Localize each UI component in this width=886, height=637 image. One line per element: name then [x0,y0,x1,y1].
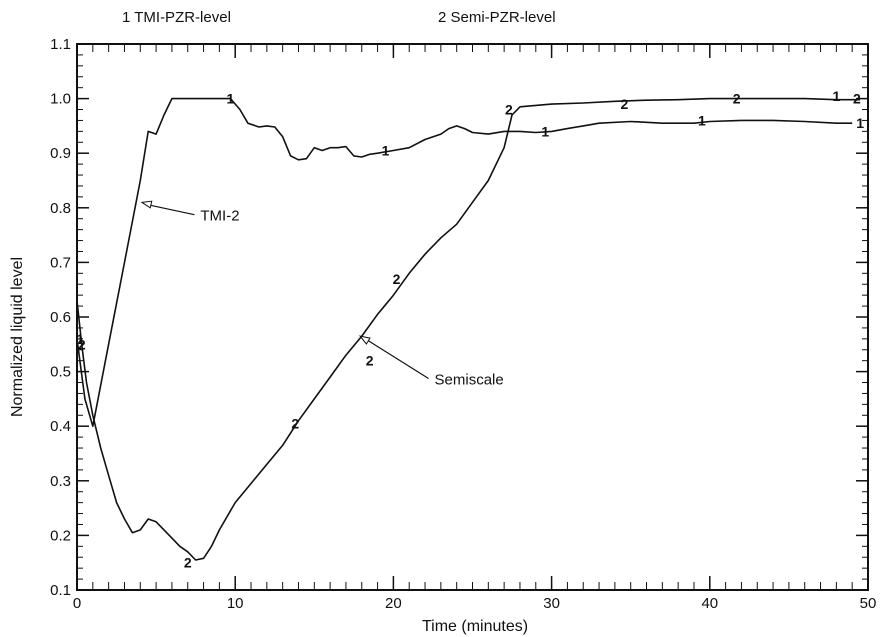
series-marker-2: 2 [291,415,299,431]
annotation-leader [363,337,429,380]
series-marker-1: 1 [541,123,549,139]
series-marker-1: 1 [227,91,235,107]
y-axis-title: Normalized liquid level [9,257,26,417]
legend-entry-tmi-pzr-level: 1 TMI-PZR-level [122,9,231,26]
series-marker-2: 2 [393,271,401,287]
y-tick-label: 1.1 [50,36,71,53]
y-tick-label: 0.7 [50,254,71,271]
x-tick-label: 50 [860,595,877,612]
y-tick-label: 0.5 [50,364,71,381]
annotation-leader [145,203,195,216]
annotations: TMI-2 Semiscale [140,200,504,389]
y-tick-label: 0.1 [50,582,71,599]
annotation-arrowhead [358,335,371,345]
series-marker-2: 2 [620,96,628,112]
x-tick-label: 20 [385,595,402,612]
y-tick-label: 1.0 [50,91,71,108]
y-axis: 0.1 0.2 0.3 0.4 0.5 0.6 0.7 0.8 0.9 1.0 1.1 [50,36,868,599]
series-marker-2: 2 [853,91,861,107]
x-tick-label: 0 [73,595,81,612]
series-line-1 [76,97,853,427]
legend: 1 TMI-PZR-level 2 Semi-PZR-level [122,9,556,26]
x-axis: 0 10 20 30 40 50 [73,44,877,612]
series-marker-1: 1 [698,112,706,128]
series-marker-1: 1 [382,142,390,158]
annotation-label: Semiscale [435,372,504,389]
series-marker-1: 1 [76,331,84,347]
series-line-2 [76,97,861,561]
series-marker-2: 2 [78,336,86,352]
y-tick-label: 0.8 [50,200,71,217]
series-marker-2: 2 [366,353,374,369]
x-tick-label: 40 [701,595,718,612]
y-tick-label: 0.3 [50,473,71,490]
series-marker-2: 2 [733,91,741,107]
annotation-arrowhead [140,200,153,209]
annotation-label: TMI-2 [200,208,239,225]
x-tick-label: 30 [543,595,560,612]
plot-area [76,43,869,591]
y-tick-label: 0.2 [50,527,71,544]
legend-entry-semi-pzr-level: 2 Semi-PZR-level [438,9,556,26]
y-tick-label: 0.4 [50,418,71,435]
series-marker-1: 1 [856,115,864,131]
series-marker-2: 2 [184,555,192,571]
x-tick-label: 10 [227,595,244,612]
series-marker-1: 1 [832,88,840,104]
series-marker-2: 2 [505,102,513,118]
y-tick-label: 0.9 [50,145,71,162]
x-axis-title: Time (minutes) [422,618,528,635]
plot-frame [76,43,869,591]
y-tick-label: 0.6 [50,309,71,326]
